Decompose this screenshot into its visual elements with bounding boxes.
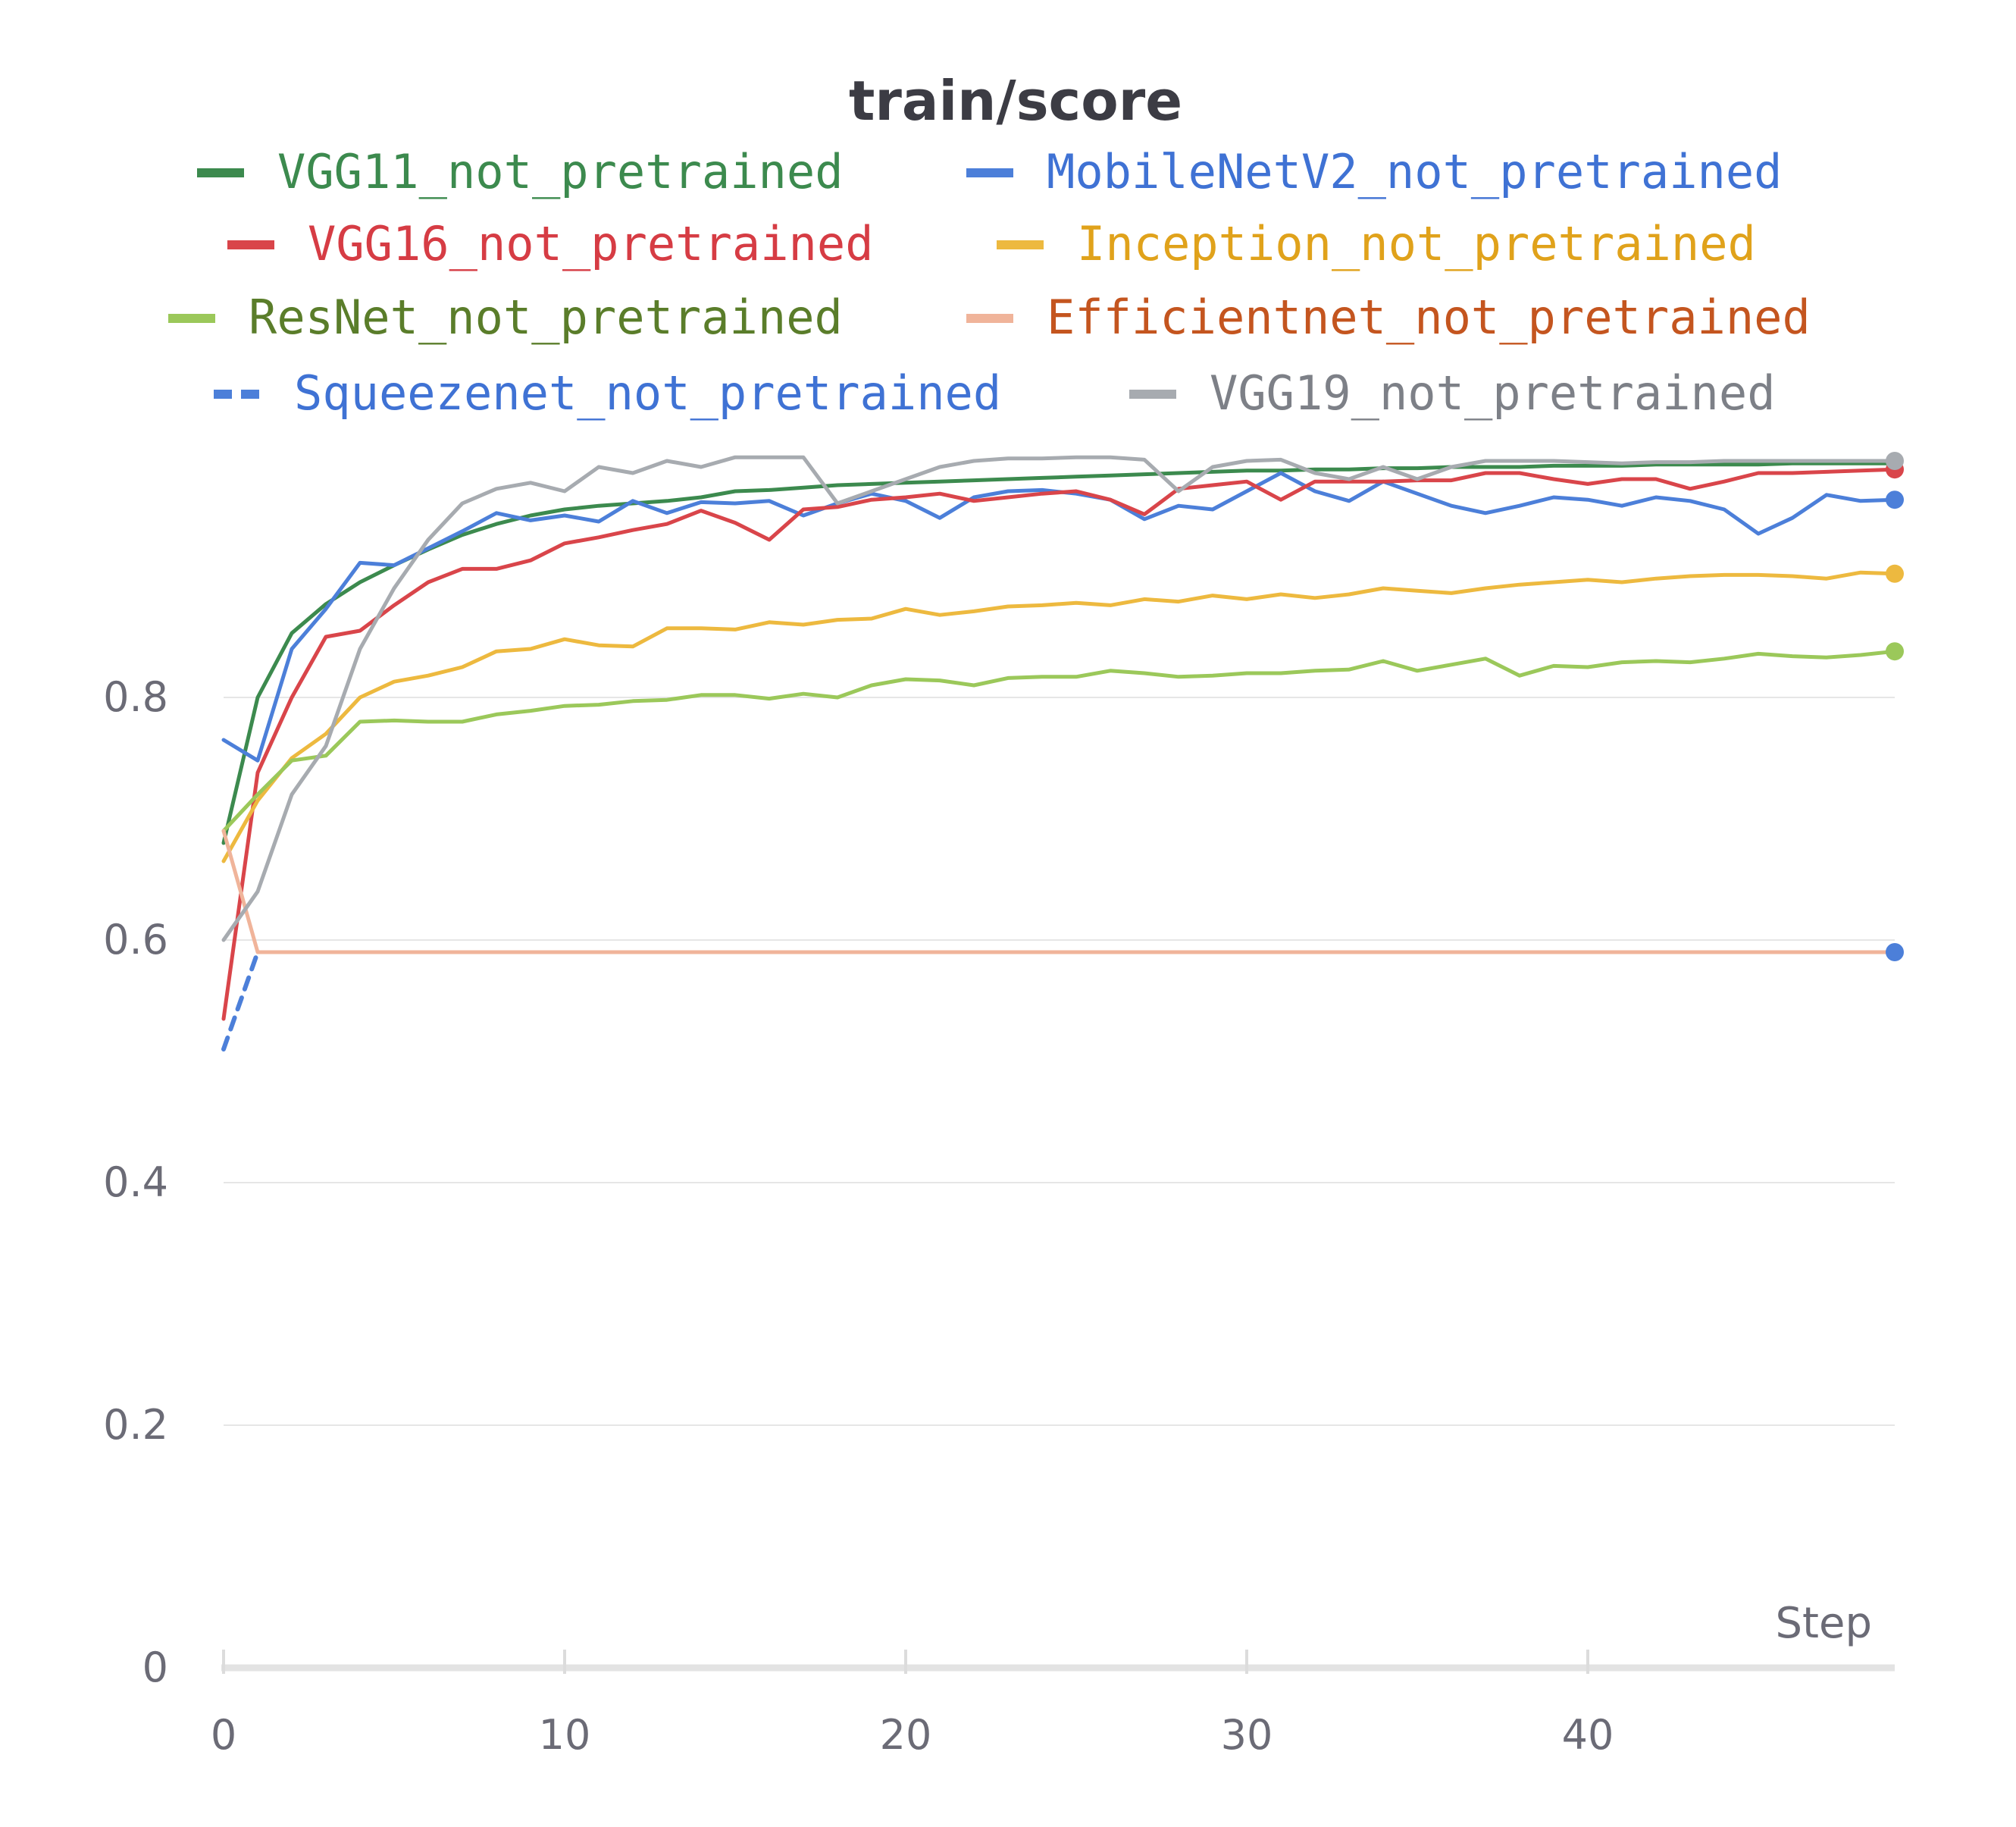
end-marker-Inception_not_pretrained: [1886, 564, 1904, 583]
end-marker-Squeezenet_not_pretrained: [1886, 943, 1904, 961]
series-line-Squeezenet_not_pretrained: [221, 950, 260, 1051]
series-line-VGG11_not_pretrained: [221, 461, 1897, 845]
end-marker-MobileNetV2_not_pretrained: [1886, 490, 1904, 509]
y-axis: 0 0.2 0.4 0.6 0.8: [103, 673, 168, 1691]
series-lines: [221, 455, 1897, 1051]
chart-title: train/score: [849, 69, 1182, 133]
legend-item: Squeezenet_not_pretrained: [214, 365, 1001, 421]
grid: [224, 697, 1895, 1426]
series-line-VGG16_not_pretrained: [221, 467, 1897, 1021]
x-tick-label: 0: [211, 1711, 236, 1759]
series-line-ResNet_not_pretrained: [221, 649, 1897, 833]
x-tick-label: 10: [539, 1711, 591, 1759]
x-axis: 0 10 20 30 40: [211, 1650, 1895, 1759]
y-tick-label: 0: [142, 1644, 168, 1691]
y-tick-label: 0.8: [103, 673, 168, 721]
series-line-Efficientnet_not_pretrained: [221, 829, 1897, 954]
y-tick-label: 0.2: [103, 1401, 168, 1449]
end-marker-VGG19_not_pretrained: [1886, 452, 1904, 470]
legend-item: ResNet_not_pretrained: [168, 290, 843, 345]
legend-item: VGG11_not_pretrained: [197, 144, 844, 199]
y-tick-label: 0.6: [103, 916, 168, 964]
legend-item: Efficientnet_not_pretrained: [966, 290, 1811, 345]
x-tick-label: 40: [1562, 1711, 1614, 1759]
series-line-Inception_not_pretrained: [221, 570, 1897, 863]
legend-label: Inception_not_pretrained: [1077, 216, 1756, 271]
legend-item: VGG19_not_pretrained: [1129, 365, 1776, 421]
legend-label: Squeezenet_not_pretrained: [294, 365, 1001, 421]
legend-item: MobileNetV2_not_pretrained: [966, 144, 1783, 199]
legend-label: MobileNetV2_not_pretrained: [1047, 144, 1783, 199]
x-axis-label: Step: [1775, 1599, 1872, 1648]
x-tick-label: 30: [1221, 1711, 1273, 1759]
y-tick-label: 0.4: [103, 1158, 168, 1206]
legend-item: Inception_not_pretrained: [997, 216, 1756, 271]
legend-label: ResNet_not_pretrained: [249, 290, 843, 345]
legend-label: VGG16_not_pretrained: [308, 216, 874, 271]
legend-label: VGG19_not_pretrained: [1210, 365, 1776, 421]
end-marker-ResNet_not_pretrained: [1886, 642, 1904, 661]
x-tick-label: 20: [880, 1711, 932, 1759]
legend-label: VGG11_not_pretrained: [277, 144, 844, 199]
legend-item: VGG16_not_pretrained: [227, 216, 874, 271]
end-markers: [1886, 452, 1904, 961]
legend-label: Efficientnet_not_pretrained: [1047, 290, 1811, 345]
legend: VGG11_not_pretrained MobileNetV2_not_pret…: [168, 144, 1811, 421]
series-line-VGG19_not_pretrained: [221, 455, 1897, 942]
